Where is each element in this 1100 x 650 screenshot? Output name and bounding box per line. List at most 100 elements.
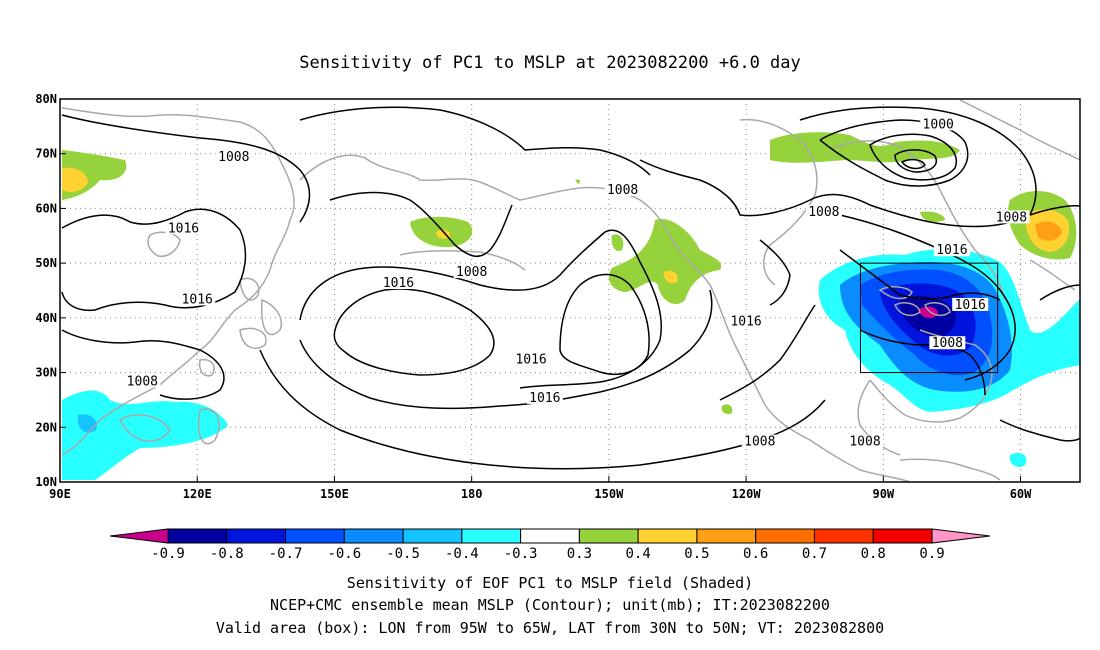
coastline-newfoundland: [1029, 259, 1076, 291]
colorbar-swatch: [343, 528, 404, 544]
contour-label-bg: [604, 183, 641, 197]
shade-pos-speck: [575, 179, 581, 184]
caption-line-2: NCEP+CMC ensemble mean MSLP (Contour); u…: [270, 596, 830, 614]
contour-1008-bering: [329, 191, 513, 257]
coastline-lake-michigan: [894, 302, 921, 317]
colorbar-label: 0.9: [919, 546, 944, 562]
coastline-asia-mainland: [61, 107, 295, 456]
colorbar-swatch: [402, 528, 463, 544]
lat-tick-label: 30N: [35, 366, 57, 380]
contour-label: 1000: [923, 117, 954, 132]
contour-1008-us-west: [719, 304, 816, 401]
coastline-pacific-rim: [299, 154, 911, 482]
colorbar-label: -0.5: [386, 546, 420, 562]
contour-label: 1008: [996, 210, 1027, 225]
colorbar-label: -0.8: [210, 546, 244, 562]
lat-tick-label: 80N: [35, 92, 57, 106]
contour-label-bg: [526, 390, 563, 404]
map-panel: 1008 1016 1016 1008 1016 1008 1008 1008 1000 1008…: [35, 92, 1081, 501]
lon-tick-label: 120E: [183, 487, 212, 501]
shade-neg-min-center: [918, 306, 938, 319]
lat-tick-label: 10N: [35, 475, 57, 489]
contour-label-bg: [513, 352, 550, 366]
contour-label: 1008: [932, 336, 963, 351]
colorbar-swatch: [813, 528, 874, 544]
colorbar-swatch: [755, 528, 815, 544]
coastline-greenland: [959, 99, 1080, 161]
contour-labels: 1008 1016 1016 1008 1016 1008 1008 1008 1000 1008…: [124, 117, 1030, 450]
contour-label: 1008: [808, 205, 839, 220]
contour-1008-canada: [639, 159, 1011, 228]
contour-label: 1008: [744, 435, 775, 450]
shade-neg-caribbean: [1009, 453, 1027, 467]
colorbar-label: -0.4: [445, 546, 479, 562]
colorbar-label: 0.7: [802, 546, 827, 562]
contour-label-bg: [380, 276, 417, 290]
contour-label: 1008: [127, 375, 158, 390]
contour-label: 1016: [529, 391, 560, 406]
coastline-taiwan: [198, 358, 215, 377]
shade-pos-siberia-core: [62, 167, 88, 192]
contour-label-bg: [920, 117, 957, 131]
contour-label-bg: [929, 336, 966, 350]
colorbar-label: -0.7: [269, 546, 303, 562]
coastline-indochina: [119, 414, 171, 442]
figure-title: Sensitivity of PC1 to MSLP at 2023082200…: [299, 53, 801, 73]
coastline-labrador: [829, 140, 1006, 301]
lon-tick-label: 90E: [49, 487, 71, 501]
contour-1016-east-pacific: [559, 273, 650, 376]
contour-label-bg: [933, 243, 970, 257]
lon-tick-label: 90W: [872, 487, 894, 501]
caption-line-3: Valid area (box): LON from 95W to 65W, L…: [216, 619, 884, 637]
contour-low-center: [900, 158, 926, 170]
colorbar-high-arrow: [931, 528, 991, 544]
lon-tick-label: 150E: [320, 487, 349, 501]
contour-label: 1016: [168, 221, 199, 236]
contour-label-bg: [165, 221, 202, 235]
lon-tick-label: 180: [461, 487, 483, 501]
coastline-philippines: [198, 408, 220, 445]
contour-label-bg: [805, 204, 842, 218]
colorbar-swatch: [637, 528, 698, 544]
shade-pos-gulf-alaska-1: [611, 234, 624, 252]
contour-atlantic-1: [1029, 205, 1080, 216]
shade-pos-gulf-alaska-core: [663, 270, 678, 284]
contour-label-bg: [453, 265, 490, 279]
shade-pos-labrador-small: [920, 211, 945, 222]
coastline-gulf: [857, 379, 901, 456]
coastline-aleutians: [399, 250, 526, 271]
contour-rockies: [759, 239, 791, 306]
contour-label-bg: [728, 314, 765, 328]
colorbar-label: -0.3: [504, 546, 538, 562]
contour-label-bg: [741, 434, 778, 448]
shade-neg-west-pacific: [62, 390, 228, 480]
shade-pos-north-atlantic-core: [1035, 221, 1062, 241]
shade-pos-mexico-1: [721, 404, 733, 415]
lon-tick-label: 150W: [594, 487, 624, 501]
colorbar-swatch: [461, 528, 522, 544]
colorbar-label: 0.3: [567, 546, 592, 562]
lat-tick-label: 60N: [35, 201, 57, 215]
contour-label-bg: [993, 210, 1030, 224]
colorbar-label: 0.5: [684, 546, 709, 562]
colorbar-swatch: [578, 528, 639, 544]
lat-tick-label: 50N: [35, 256, 57, 270]
coastline-japan-north: [261, 298, 282, 336]
coastline-lake-huron: [924, 302, 951, 317]
coastline-hudson-west: [739, 118, 818, 286]
contour-label: 1008: [849, 435, 880, 450]
contour-1008-asia-south: [61, 329, 225, 400]
contour-label: 1008: [456, 265, 487, 280]
colorbar-label: -0.9: [151, 546, 185, 562]
contour-low-mid: [869, 133, 957, 181]
contour-1016-asia-high: [61, 208, 247, 312]
contour-label: 1016: [383, 276, 414, 291]
contour-label-bg: [952, 297, 989, 311]
lon-tick-label: 60W: [1010, 487, 1032, 501]
contour-1016-pacific-high-inner: [333, 288, 495, 376]
contour-label: 1016: [730, 314, 761, 329]
colorbar-label: -0.6: [327, 546, 361, 562]
contour-label-bg: [847, 434, 884, 448]
